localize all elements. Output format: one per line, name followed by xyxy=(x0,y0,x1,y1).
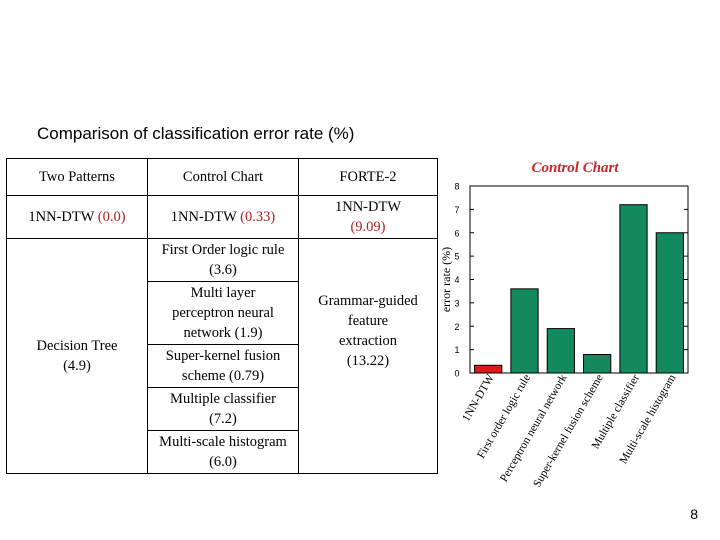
error-value: (9.09) xyxy=(350,219,386,235)
y-tick-label: 7 xyxy=(454,205,459,215)
cell-two-patterns-decision-tree: Decision Tree (4.9) xyxy=(6,238,148,474)
y-tick-label: 3 xyxy=(454,298,459,308)
error-value: (7.2) xyxy=(209,411,237,427)
method-name: First Order logic rule xyxy=(161,242,285,258)
method-name: 1NN-DTW xyxy=(334,199,402,215)
error-value: (3.6) xyxy=(209,262,237,278)
bar-chart: Control Chart error rate (%) 0 1 2 3 4 5 6 7 8 1NN-… xyxy=(439,160,689,490)
error-value: (13.22) xyxy=(346,353,390,369)
error-value: (4.9) xyxy=(63,358,91,374)
x-tick-label: Super-kernel fusion scheme xyxy=(531,373,605,490)
table-row: Multiple classifier (7.2) xyxy=(7,387,438,431)
bar xyxy=(474,364,503,374)
error-value: (0.0) xyxy=(97,209,126,225)
table-row: Decision Tree (4.9) First Order logic ru… xyxy=(6,238,438,474)
y-tick-label: 2 xyxy=(454,322,459,332)
bar xyxy=(583,354,612,374)
x-tick-label: Perceptron neural network xyxy=(498,372,570,484)
y-tick-label: 0 xyxy=(454,369,459,379)
method-name: 1NN-DTW xyxy=(170,209,237,225)
method-name: Multiple classifier xyxy=(170,391,276,407)
error-value: (0.79) xyxy=(229,368,265,384)
cell-multiple-classifier: Multiple classifier (7.2) xyxy=(147,387,299,431)
y-tick-label: 8 xyxy=(454,182,459,192)
bar xyxy=(546,328,575,374)
bar xyxy=(655,232,684,374)
table-row: Super-kernel fusion scheme (0.79) xyxy=(7,344,438,388)
method-name: 1NN-DTW xyxy=(28,209,95,225)
method-name: Decision Tree xyxy=(36,338,118,354)
comparison-table: Two Patterns Control Chart FORTE-2 1NN-D… xyxy=(6,158,438,474)
x-tick-label: 1NN-DTW xyxy=(460,372,497,423)
y-tick-label: 5 xyxy=(454,252,459,262)
table-header-row: Two Patterns Control Chart FORTE-2 xyxy=(6,158,438,196)
method-name: Super-kernel fusion scheme xyxy=(165,348,281,384)
method-name: Multi-scale histogram xyxy=(159,434,287,450)
error-value: (1.9) xyxy=(234,325,263,341)
method-name: Multi layer perceptron neural network xyxy=(172,285,274,341)
cell-perceptron: Multi layer perceptron neural network (1… xyxy=(147,281,299,345)
cell-forte-grammar-guided: Grammar-guided feature extraction (13.22… xyxy=(298,238,438,474)
y-tick-label: 1 xyxy=(454,345,459,355)
bar xyxy=(619,204,648,374)
slide-title: Comparison of classification error rate … xyxy=(37,124,355,143)
error-value: (6.0) xyxy=(209,454,237,470)
page-number: 8 xyxy=(690,506,698,522)
table-row: Multi layer perceptron neural network (1… xyxy=(7,281,438,345)
header-two-patterns: Two Patterns xyxy=(6,158,148,196)
header-forte-2: FORTE-2 xyxy=(298,158,438,196)
bar xyxy=(510,288,539,374)
plot-frame xyxy=(469,185,689,374)
cell-super-kernel: Super-kernel fusion scheme (0.79) xyxy=(147,344,299,388)
cell-multi-scale-histogram: Multi-scale histogram (6.0) xyxy=(147,430,299,474)
cell-forte-1nn: 1NN-DTW (9.09) xyxy=(298,195,438,239)
method-name: Grammar-guided feature extraction xyxy=(318,293,418,349)
table-row: Multi-scale histogram (6.0) xyxy=(7,430,438,474)
chart-title: Control Chart xyxy=(531,160,619,176)
table-row: 1NN-DTW (0.0) 1NN-DTW (0.33) 1NN-DTW (9.… xyxy=(6,195,438,239)
y-tick-label: 4 xyxy=(454,275,459,285)
cell-first-order-logic: First Order logic rule (3.6) xyxy=(147,238,299,282)
cell-two-patterns-1nn: 1NN-DTW (0.0) xyxy=(6,195,148,239)
header-control-chart: Control Chart xyxy=(147,158,299,196)
y-axis-label: error rate (%) xyxy=(439,247,453,312)
error-value: (0.33) xyxy=(240,209,276,225)
y-tick-label: 6 xyxy=(454,228,459,238)
cell-control-chart-1nn: 1NN-DTW (0.33) xyxy=(147,195,299,239)
